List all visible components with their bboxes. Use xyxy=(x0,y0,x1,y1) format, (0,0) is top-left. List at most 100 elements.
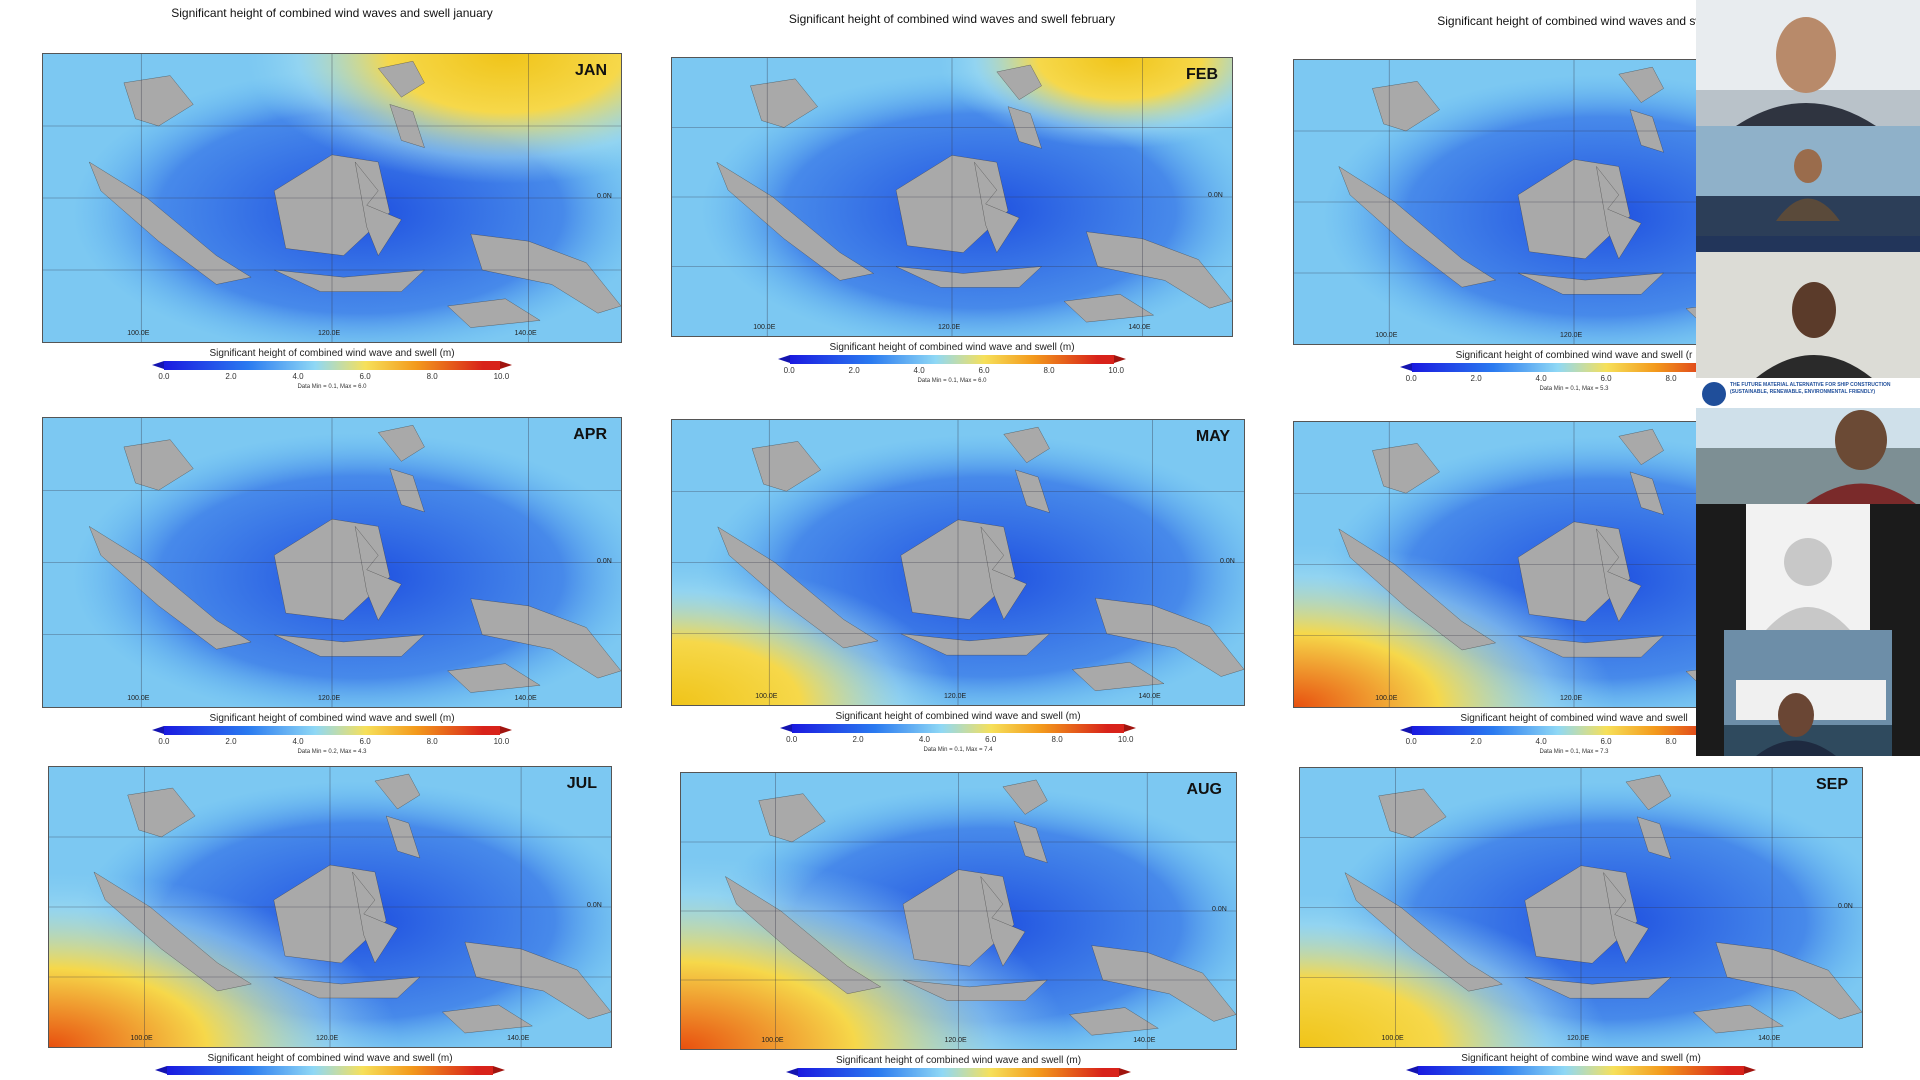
colorbar-arrow xyxy=(499,361,512,369)
lon-label: 120.0E xyxy=(944,693,967,700)
lon-label: 100.0E xyxy=(130,1035,153,1042)
banner-text: THE FUTURE MATERIAL ALTERNATIVE FOR SHIP… xyxy=(1730,382,1891,388)
colorbar-tick: 0.0 xyxy=(1405,374,1417,383)
lon-label: 140.0E xyxy=(507,1035,530,1042)
colorbar-title: Significant height of combined wind wave… xyxy=(1455,350,1693,361)
lat-label: 0.0N xyxy=(597,557,612,565)
video xyxy=(1696,126,1920,252)
colorbar xyxy=(1411,726,1737,735)
colorbar-tick: 8.0 xyxy=(1043,366,1055,375)
wave-map xyxy=(1299,767,1863,1048)
month-label: JUL xyxy=(566,775,597,792)
colorbar-tick: 8.0 xyxy=(1051,735,1063,744)
lon-label: 100.0E xyxy=(1375,332,1398,339)
month-label: AUG xyxy=(1186,781,1222,798)
data-range-note: Data Min = 0.1, Max = 7.4 xyxy=(923,747,993,753)
lon-label: 140.0E xyxy=(514,330,537,337)
month-label: FEB xyxy=(1186,66,1218,83)
data-range-note: Data Min = 0.1, Max = 5.3 xyxy=(1539,386,1609,392)
colorbar xyxy=(164,361,500,370)
colorbar-arrow xyxy=(780,724,793,732)
avatar xyxy=(1746,504,1870,630)
colorbar-tick: 8.0 xyxy=(1665,374,1677,383)
colorbar-tick: 8.0 xyxy=(426,737,438,746)
month-label: MAY xyxy=(1195,428,1230,445)
colorbar-tick: 0.0 xyxy=(158,372,170,381)
data-range-note: Data Min = 0.2, Max = 4.3 xyxy=(297,749,367,755)
colorbar xyxy=(1418,1066,1744,1075)
colorbar-title: Significant height of combined wind wave… xyxy=(207,1053,453,1064)
colorbar-arrow xyxy=(499,726,512,734)
colorbar-tick: 4.0 xyxy=(918,735,930,744)
wave-map xyxy=(680,772,1237,1050)
colorbar-tick: 2.0 xyxy=(225,372,237,381)
colorbar-arrow xyxy=(155,1066,168,1074)
lon-label: 120.0E xyxy=(318,330,341,337)
colorbar-title: Significant height of combined wind wave… xyxy=(835,1055,1082,1066)
video xyxy=(1696,252,1920,378)
wave-map xyxy=(42,417,622,708)
colorbar-title: Significant height of combine wind wave … xyxy=(1461,1053,1701,1064)
video-tile[interactable] xyxy=(1696,126,1920,252)
colorbar-arrow xyxy=(1119,1068,1132,1076)
colorbar-tick: 4.0 xyxy=(1535,737,1547,746)
data-range-note: Data Min = 0.1, Max = 6.0 xyxy=(297,384,367,390)
colorbar xyxy=(789,355,1115,364)
lon-label: 140.0E xyxy=(1758,1035,1781,1042)
lon-label: 100.0E xyxy=(127,330,150,337)
colorbar-tick: 10.0 xyxy=(1117,735,1134,744)
colorbar-tick: 10.0 xyxy=(493,737,510,746)
colorbar-tick: 2.0 xyxy=(225,737,237,746)
month-label: APR xyxy=(573,426,607,443)
lon-label: 140.0E xyxy=(514,695,537,702)
lon-label: 100.0E xyxy=(753,324,776,331)
wave-map xyxy=(671,419,1245,706)
lat-label: 0.0N xyxy=(1208,192,1223,199)
video xyxy=(1696,378,1920,504)
lon-label: 140.0E xyxy=(1138,693,1161,700)
video-tile[interactable] xyxy=(1696,252,1920,378)
video xyxy=(1696,0,1920,126)
lon-label: 120.0E xyxy=(318,695,341,702)
lat-label: 0.0N xyxy=(1212,906,1227,913)
colorbar xyxy=(797,1068,1120,1077)
map-title: Significant height of combined wind wave… xyxy=(788,12,1116,26)
map-title: Significant height of combined wind wave… xyxy=(1437,14,1711,28)
wave-map xyxy=(42,53,622,343)
lat-label: 0.0N xyxy=(597,193,612,200)
colorbar-tick: 4.0 xyxy=(913,366,925,375)
colorbar-title: Significant height of combined wind wave… xyxy=(209,348,455,359)
colorbar-tick: 0.0 xyxy=(158,737,170,746)
lat-label: 0.0N xyxy=(1220,557,1235,565)
colorbar xyxy=(167,1066,493,1075)
colorbar-tick: 4.0 xyxy=(1535,374,1547,383)
lon-label: 100.0E xyxy=(127,695,150,702)
data-range-note: Data Min = 0.1, Max = 7.3 xyxy=(1539,749,1609,755)
colorbar-tick: 6.0 xyxy=(985,735,997,744)
video-tile[interactable] xyxy=(1696,630,1920,756)
lat-label: 0.0N xyxy=(1838,902,1853,910)
colorbar-arrow xyxy=(785,1068,798,1076)
lon-label: 120.0E xyxy=(1560,332,1583,339)
colorbar xyxy=(164,726,500,735)
lon-label: 120.0E xyxy=(938,324,961,331)
colorbar xyxy=(792,724,1124,733)
video-tile[interactable]: THE FUTURE MATERIAL ALTERNATIVE FOR SHIP… xyxy=(1696,378,1920,504)
lon-label: 100.0E xyxy=(755,693,778,700)
colorbar-title: Significant height of combined wind wave… xyxy=(1460,713,1688,724)
lon-label: 100.0E xyxy=(1381,1035,1404,1042)
colorbar-arrow xyxy=(1123,724,1136,732)
video-tile[interactable] xyxy=(1696,0,1920,126)
month-label: SEP xyxy=(1815,776,1848,793)
colorbar-tick: 2.0 xyxy=(852,735,864,744)
colorbar-tick: 6.0 xyxy=(359,372,371,381)
banner-text: (SUSTAINABLE, RENEWABLE, ENVIRONMENTAL F… xyxy=(1730,389,1876,395)
colorbar-tick: 2.0 xyxy=(1470,374,1482,383)
colorbar-tick: 6.0 xyxy=(359,737,371,746)
video-tile[interactable] xyxy=(1696,504,1920,630)
colorbar-tick: 0.0 xyxy=(786,735,798,744)
colorbar-tick: 10.0 xyxy=(1108,366,1124,375)
wave-map xyxy=(48,766,612,1048)
colorbar-tick: 4.0 xyxy=(292,372,304,381)
